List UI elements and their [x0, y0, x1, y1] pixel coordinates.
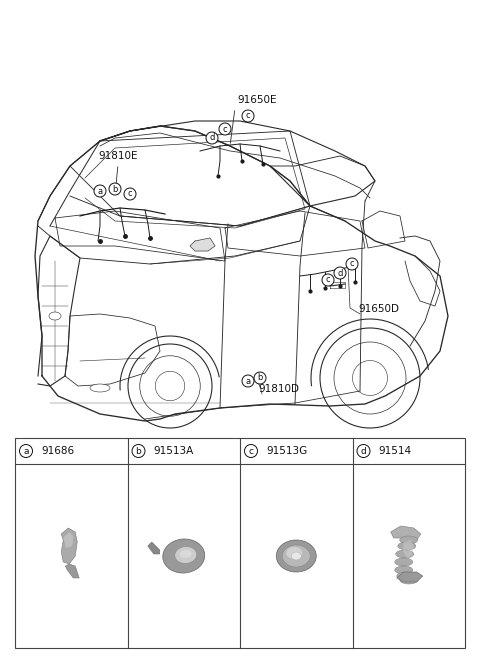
Circle shape [242, 110, 254, 122]
Text: 91650E: 91650E [237, 95, 276, 105]
Polygon shape [190, 238, 215, 251]
Text: c: c [246, 112, 250, 121]
Ellipse shape [398, 542, 416, 550]
Text: a: a [245, 377, 251, 386]
Text: 91810E: 91810E [98, 151, 137, 161]
Ellipse shape [395, 566, 413, 574]
Ellipse shape [90, 384, 110, 392]
Text: a: a [97, 186, 103, 195]
Circle shape [244, 445, 257, 457]
Text: c: c [128, 190, 132, 199]
Circle shape [20, 445, 33, 457]
Text: 91514: 91514 [379, 446, 412, 456]
Ellipse shape [291, 552, 301, 560]
Text: c: c [223, 125, 228, 134]
Text: b: b [136, 447, 142, 455]
Ellipse shape [400, 576, 418, 584]
Circle shape [346, 258, 358, 270]
Ellipse shape [397, 572, 415, 580]
Circle shape [132, 445, 145, 457]
Circle shape [206, 132, 218, 144]
Text: d: d [337, 268, 343, 277]
Ellipse shape [400, 536, 418, 544]
Bar [15, 438, 465, 648]
Text: d: d [360, 447, 366, 455]
Ellipse shape [282, 545, 310, 567]
Text: d: d [209, 134, 215, 142]
Text: a: a [23, 447, 29, 455]
Ellipse shape [396, 550, 414, 558]
Circle shape [124, 188, 136, 200]
Text: c: c [326, 276, 330, 285]
Circle shape [94, 185, 106, 197]
Circle shape [242, 375, 254, 387]
Ellipse shape [395, 558, 413, 566]
Text: 91686: 91686 [41, 446, 74, 456]
Polygon shape [148, 542, 160, 554]
Text: 91513G: 91513G [266, 446, 307, 456]
Text: 91513A: 91513A [154, 446, 194, 456]
Ellipse shape [180, 550, 192, 558]
Text: 91810D: 91810D [258, 384, 299, 394]
Ellipse shape [276, 540, 316, 572]
Polygon shape [391, 526, 421, 540]
Ellipse shape [49, 312, 61, 320]
Circle shape [254, 372, 266, 384]
Polygon shape [397, 572, 423, 582]
Ellipse shape [163, 539, 205, 573]
Polygon shape [61, 528, 77, 564]
Text: b: b [112, 184, 118, 194]
Polygon shape [65, 564, 79, 578]
Circle shape [109, 183, 121, 195]
Circle shape [219, 123, 231, 135]
Text: b: b [257, 373, 263, 382]
Circle shape [357, 445, 370, 457]
Polygon shape [63, 532, 73, 548]
Ellipse shape [286, 547, 302, 559]
Text: c: c [249, 447, 253, 455]
Text: c: c [350, 260, 354, 268]
Ellipse shape [175, 546, 197, 564]
Text: 91650D: 91650D [358, 304, 399, 314]
Polygon shape [403, 540, 414, 558]
Circle shape [334, 267, 346, 279]
Circle shape [322, 274, 334, 286]
